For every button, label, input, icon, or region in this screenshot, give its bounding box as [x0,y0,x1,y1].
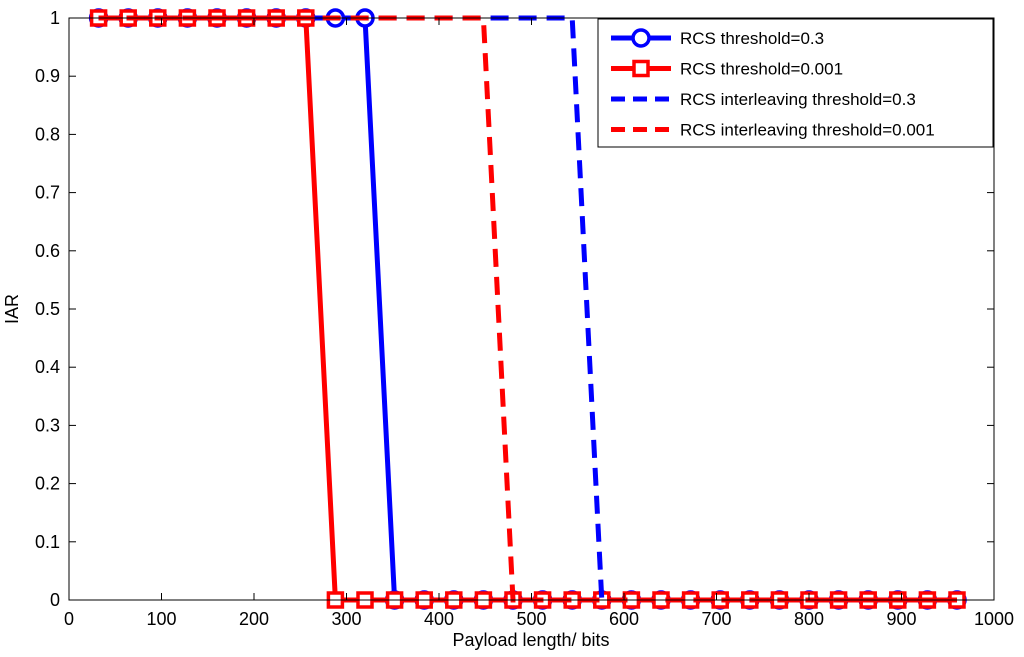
x-tick-label: 200 [239,609,269,629]
y-tick-label: 0.6 [35,241,60,261]
legend-label: RCS threshold=0.001 [680,60,843,79]
legend-label: RCS interleaving threshold=0.3 [680,90,916,109]
legend-marker [632,59,650,78]
x-tick-label: 0 [64,609,74,629]
legend: RCS threshold=0.3 RCS threshold=0.001 RCS … [597,18,994,148]
y-tick-label: 0.2 [35,474,60,494]
legend-label: RCS threshold=0.3 [680,29,824,48]
x-tick-label: 600 [609,609,639,629]
x-tick-label: 700 [701,609,731,629]
legend-marker [631,28,651,48]
legend-item: RCS threshold=0.001 [611,60,843,79]
axis-layer: 0 100 200 300 400 500 600 700 800 900 1000 0 0.1 0.2 0… [35,8,1014,629]
y-axis-label: IAR [2,294,22,324]
y-tick-label: 0.3 [35,415,60,435]
x-tick-label: 900 [886,609,916,629]
x-tick-label: 500 [516,609,546,629]
x-tick-label: 800 [794,609,824,629]
x-axis-label: Payload length/ bits [452,630,609,650]
y-tick-label: 0.9 [35,66,60,86]
x-tick-label: 100 [146,609,176,629]
y-tick-label: 0.1 [35,532,60,552]
y-tick-label: 0.7 [35,183,60,203]
x-tick-label: 400 [424,609,454,629]
legend-label: RCS interleaving threshold=0.001 [680,121,935,140]
legend-item: RCS threshold=0.3 [611,28,824,48]
y-tick-label: 0 [50,590,60,610]
x-tick-label: 300 [331,609,361,629]
y-tick-label: 0.8 [35,124,60,144]
x-tick-label: 1000 [974,609,1014,629]
y-tick-label: 1 [50,8,60,28]
y-tick-label: 0.4 [35,357,60,377]
legend-item: RCS interleaving threshold=0.001 [611,121,935,140]
y-tick-label: 0.5 [35,299,60,319]
legend-item: RCS interleaving threshold=0.3 [611,90,916,109]
